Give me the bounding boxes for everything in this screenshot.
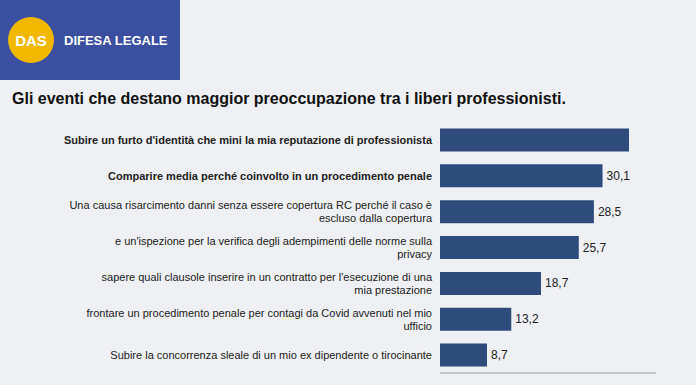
svg-text:28,5: 28,5: [598, 205, 622, 219]
svg-text:sapere quali clausole inserire: sapere quali clausole inserire in un con…: [102, 271, 433, 296]
svg-text:Subire un furto d'identità che: Subire un furto d'identità che mini la m…: [64, 134, 433, 146]
svg-text:30,1: 30,1: [607, 169, 631, 183]
html-text:Gli eventi che destano maggior: Gli eventi che destano maggior preoccupa…: [12, 90, 566, 107]
html-text:DIFESA LEGALE: DIFESA LEGALE: [64, 32, 168, 48]
html-text:DAS: DAS: [15, 31, 47, 49]
svg-text:Subire la concorrenza sleale d: Subire la concorrenza sleale di un mio e…: [110, 349, 432, 361]
svg-text:13,2: 13,2: [515, 312, 539, 326]
svg-text:frontare un procedimento penal: frontare un procedimento penale per cont…: [87, 307, 433, 332]
svg-text:18,7: 18,7: [545, 276, 569, 290]
svg-text:25,7: 25,7: [583, 241, 607, 255]
svg-text:e un'ispezione per la verifica: e un'ispezione per la verifica degli ade…: [115, 235, 433, 260]
svg-text:8,7: 8,7: [491, 348, 508, 362]
svg-text:Una causa risarcimento danni s: Una causa risarcimento danni senza esser…: [69, 199, 432, 224]
svg-text:Comparire media perché coinvol: Comparire media perché coinvolto in un p…: [108, 170, 432, 182]
